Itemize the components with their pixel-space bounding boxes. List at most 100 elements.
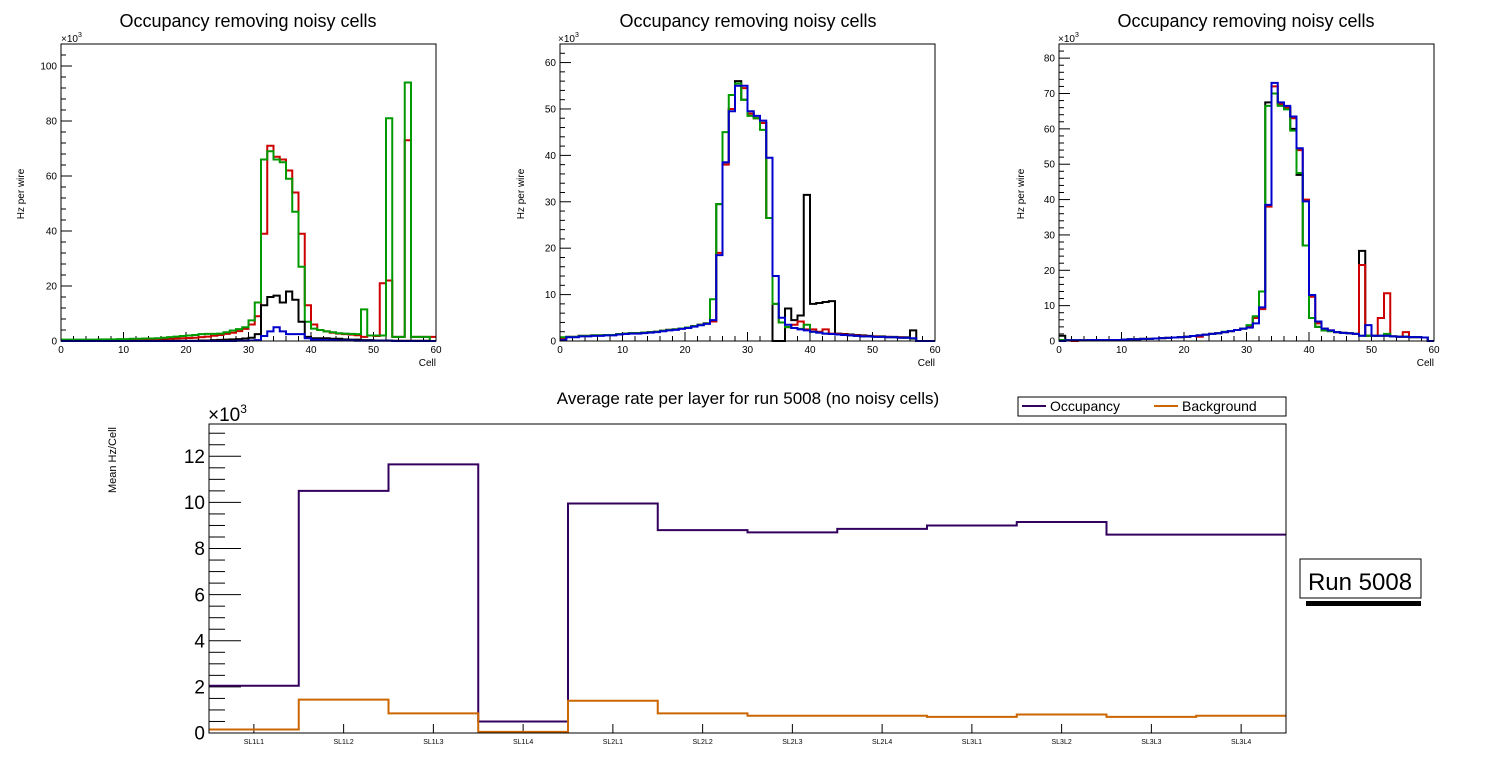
y-tick-label: 60 xyxy=(1044,124,1056,135)
y-axis-label: Hz per wire xyxy=(16,168,27,219)
y-axis-label: Hz per wire xyxy=(1016,168,1027,219)
y-tick-label: 0 xyxy=(51,337,57,348)
occupancy-chart-right: Occupancy removing noisy cells ×103 Hz p… xyxy=(1016,11,1440,369)
x-tick-label: 20 xyxy=(679,345,691,356)
y-tick-label: 60 xyxy=(545,58,557,69)
series-group xyxy=(1059,81,1434,342)
legend-box xyxy=(1017,396,1287,417)
series-line-blue xyxy=(1059,81,1434,342)
y-multiplier-label: ×103 xyxy=(208,402,247,426)
y-tick-label: 6 xyxy=(194,585,205,606)
run-annotation: Run 5008 xyxy=(1299,558,1422,606)
x-tick-label: 20 xyxy=(180,345,192,356)
x-tick-label: SL1L2 xyxy=(334,739,354,746)
x-tick-label: SL3L2 xyxy=(1052,739,1072,746)
x-tick-label: 50 xyxy=(867,345,879,356)
average-rate-chart: Average rate per layer for run 5008 (no … xyxy=(107,389,1422,746)
y-tick-label: 70 xyxy=(1044,89,1056,100)
x-tick-label: 50 xyxy=(368,345,380,356)
y-tick-label: 60 xyxy=(46,172,58,183)
y-tick-label: 4 xyxy=(194,631,205,652)
x-tick-label: SL3L4 xyxy=(1231,739,1251,746)
y-tick-label: 20 xyxy=(1044,266,1056,277)
plot-frame xyxy=(60,43,437,342)
x-tick-label: 0 xyxy=(58,345,64,356)
plot-frame xyxy=(208,423,1287,734)
x-tick-label: SL3L3 xyxy=(1141,739,1161,746)
legend-label-background: Background xyxy=(1182,398,1257,414)
x-tick-label: SL1L1 xyxy=(244,739,264,746)
series-line-green xyxy=(560,82,935,342)
x-tick-label: SL1L4 xyxy=(513,739,533,746)
series-line-black xyxy=(560,80,935,342)
series-line-background xyxy=(209,698,1286,733)
y-multiplier-label: ×103 xyxy=(61,32,82,45)
annotation-text: Run 5008 xyxy=(1308,569,1412,596)
series-group xyxy=(61,81,436,342)
y-tick-label: 0 xyxy=(550,337,556,348)
y-tick-label: 100 xyxy=(40,62,57,73)
chart-title: Occupancy removing noisy cells xyxy=(1117,11,1374,31)
y-tick-label: 10 xyxy=(184,493,205,514)
y-tick-label: 30 xyxy=(545,197,557,208)
chart-title: Occupancy removing noisy cells xyxy=(619,11,876,31)
y-tick-label: 80 xyxy=(1044,54,1056,65)
annotation-box xyxy=(1299,558,1422,599)
series-line-red xyxy=(1059,85,1434,342)
y-tick-label: 50 xyxy=(545,104,557,115)
x-tick-label: 10 xyxy=(1116,345,1128,356)
occupancy-chart-left: Occupancy removing noisy cells ×103 Hz p… xyxy=(16,11,442,369)
x-axis-label: Cell xyxy=(419,358,436,369)
series-line-occupancy xyxy=(209,463,1286,723)
y-tick-label: 8 xyxy=(194,539,205,560)
x-tick-label: 50 xyxy=(1366,345,1378,356)
series-line-red xyxy=(560,82,935,342)
y-tick-label: 0 xyxy=(194,724,205,745)
x-tick-label: SL2L1 xyxy=(603,739,623,746)
y-tick-label: 30 xyxy=(1044,230,1056,241)
x-tick-label: 40 xyxy=(1303,345,1315,356)
y-tick-label: 10 xyxy=(545,290,557,301)
y-tick-label: 40 xyxy=(545,151,557,162)
series-line-green xyxy=(61,81,436,342)
chart-title: Occupancy removing noisy cells xyxy=(119,11,376,31)
series-line-green xyxy=(1059,92,1434,342)
y-tick-label: 2 xyxy=(194,678,205,699)
y-tick-label: 80 xyxy=(46,117,58,128)
x-tick-label: 20 xyxy=(1178,345,1190,356)
y-multiplier-label: ×103 xyxy=(558,32,579,45)
x-tick-label: 10 xyxy=(118,345,130,356)
y-multiplier-label: ×103 xyxy=(1058,32,1079,45)
legend-label-occupancy: Occupancy xyxy=(1050,398,1120,414)
x-tick-label: 30 xyxy=(243,345,255,356)
x-axis-label: Cell xyxy=(918,358,935,369)
annotation-shadow xyxy=(1306,601,1421,606)
y-tick-label: 20 xyxy=(46,282,58,293)
axis-ticks: 0 20 40 60 80 100 0 10 20 30 40 50 60 xyxy=(40,43,442,356)
series-group xyxy=(209,463,1286,733)
series-line-red xyxy=(61,139,436,342)
axis-ticks: 0 10 20 30 40 50 60 70 80 0 10 20 30 40 50 60 xyxy=(1044,43,1440,356)
axis-ticks: 0 10 20 30 40 50 60 0 10 20 30 40 50 60 xyxy=(545,43,941,356)
chart-title: Average rate per layer for run 5008 (no … xyxy=(557,389,939,408)
x-tick-label: 0 xyxy=(557,345,563,356)
x-tick-label: SL2L3 xyxy=(782,739,802,746)
axis-ticks: 0 2 4 6 8 10 12 SL1L1 SL1L2 SL1L3 SL1L4 SL2L1 SL2L2 S… xyxy=(184,432,1251,746)
plot-frame xyxy=(559,43,936,342)
x-tick-label: 0 xyxy=(1056,345,1062,356)
y-tick-label: 20 xyxy=(545,244,557,255)
y-axis-label: Mean Hz/Cell xyxy=(107,427,119,493)
x-tick-label: 10 xyxy=(617,345,629,356)
y-axis-label: Hz per wire xyxy=(516,168,527,219)
x-tick-label: SL2L2 xyxy=(693,739,713,746)
plot-frame xyxy=(1058,43,1435,342)
x-tick-label: 60 xyxy=(430,345,442,356)
y-tick-label: 40 xyxy=(46,227,58,238)
series-line-black xyxy=(1059,92,1434,342)
x-tick-label: 40 xyxy=(305,345,317,356)
x-tick-label: SL1L3 xyxy=(423,739,443,746)
y-tick-label: 0 xyxy=(1049,337,1055,348)
y-tick-label: 50 xyxy=(1044,160,1056,171)
occupancy-chart-middle: Occupancy removing noisy cells ×103 Hz p… xyxy=(516,11,941,369)
